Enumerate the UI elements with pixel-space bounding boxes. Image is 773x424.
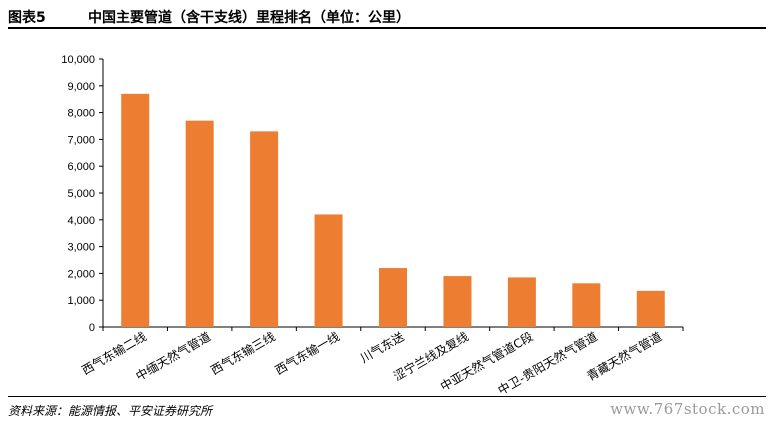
y-tick-label: 0: [89, 322, 95, 334]
source-note: 资料来源：能源情报、平安证券研究所: [8, 404, 213, 418]
y-tick-label: 7,000: [67, 134, 95, 146]
bar: [379, 268, 407, 327]
bar: [572, 283, 601, 327]
x-tick-label: 川气东送: [357, 329, 406, 366]
y-tick-label: 2,000: [67, 268, 95, 280]
figure-title: 中国主要管道（含干支线）里程排名（单位：公里）: [88, 10, 410, 26]
y-tick-label: 8,000: [67, 108, 95, 120]
figure-header: 图表5 中国主要管道（含干支线）里程排名（单位：公里）: [8, 4, 766, 28]
y-tick-labels: 0 1,000 2,000 3,000 4,000 5,000 6,000 7,000 8,00…: [61, 54, 95, 334]
bar: [250, 131, 279, 327]
y-tick-label: 5,000: [67, 188, 95, 200]
y-tick-label: 6,000: [67, 161, 95, 173]
x-tick-label: 西气东输一线: [272, 329, 342, 378]
y-tick-label: 1,000: [67, 295, 95, 307]
bar: [314, 214, 343, 327]
y-tick-label: 10,000: [61, 54, 95, 66]
header-rule: [8, 27, 766, 29]
bar: [443, 276, 472, 327]
figure-label: 图表5: [8, 10, 46, 26]
bar: [507, 277, 536, 327]
x-tick-label: 西气东输三线: [208, 329, 278, 378]
watermark: www.767stock.com: [610, 400, 765, 418]
bar: [185, 120, 214, 327]
chart-bars: [121, 93, 665, 327]
y-tick-label: 4,000: [67, 215, 95, 227]
footer-rule: [8, 396, 766, 397]
y-tick-label: 9,000: [67, 81, 95, 93]
bar: [121, 93, 150, 327]
y-tick-label: 3,000: [67, 242, 95, 254]
bar: [636, 290, 665, 327]
